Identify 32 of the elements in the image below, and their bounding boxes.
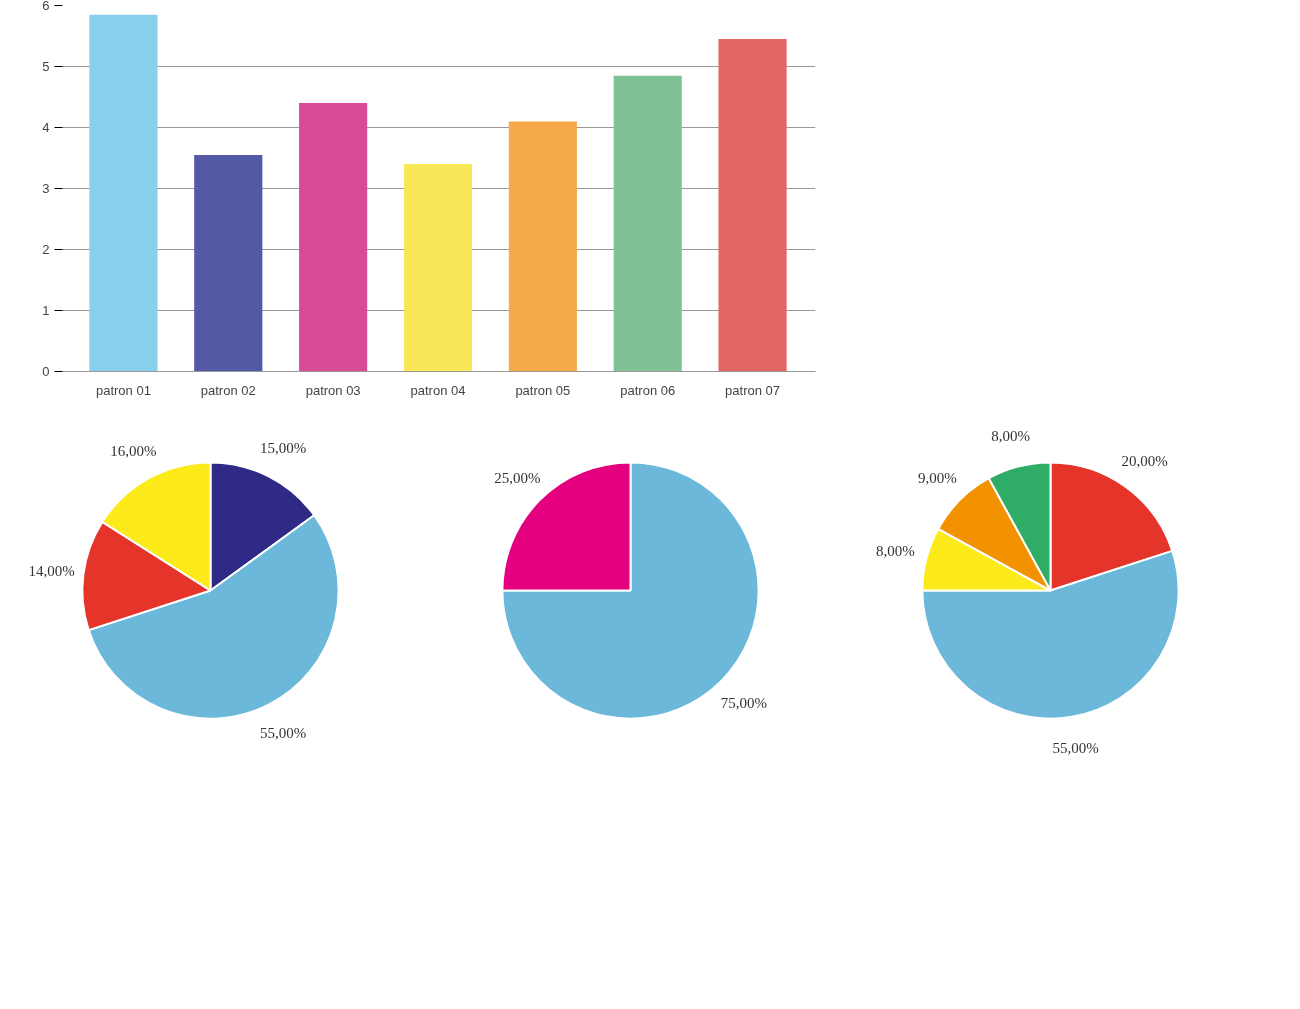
x-tick-label: patron 06 (620, 382, 676, 398)
data-label: 15,00% (260, 440, 307, 457)
bar (718, 39, 787, 372)
bar (508, 121, 577, 372)
y-tick-label: 4 (42, 120, 50, 135)
bar (403, 164, 473, 372)
y-tick-label: 5 (42, 59, 50, 74)
data-label: 8,00% (876, 542, 915, 559)
x-tick-label: patron 07 (725, 382, 781, 398)
x-tick-label: patron 05 (515, 382, 571, 398)
data-label: 14,00% (28, 562, 75, 579)
data-label: 20,00% (1121, 453, 1168, 470)
y-tick-label: 2 (42, 242, 50, 257)
data-label: 55,00% (260, 724, 307, 741)
y-tick-label: 1 (42, 303, 50, 318)
x-tick-label: patron 01 (95, 382, 151, 398)
x-tick-label: patron 04 (410, 382, 466, 398)
data-label: 75,00% (720, 695, 767, 712)
x-tick-label: patron 03 (305, 382, 361, 398)
y-tick-label: 3 (42, 181, 50, 196)
y-tick-label: 0 (42, 364, 50, 379)
bar (194, 154, 263, 372)
data-label: 55,00% (1052, 740, 1099, 757)
data-label: 9,00% (917, 469, 957, 486)
x-tick-label: patron 02 (200, 382, 256, 398)
data-label: 8,00% (991, 428, 1031, 445)
bar (299, 103, 368, 372)
bar (613, 75, 682, 372)
data-label: 16,00% (110, 442, 157, 459)
data-label: 25,00% (494, 469, 541, 486)
bar (89, 14, 158, 372)
y-tick-label: 6 (42, 0, 50, 13)
